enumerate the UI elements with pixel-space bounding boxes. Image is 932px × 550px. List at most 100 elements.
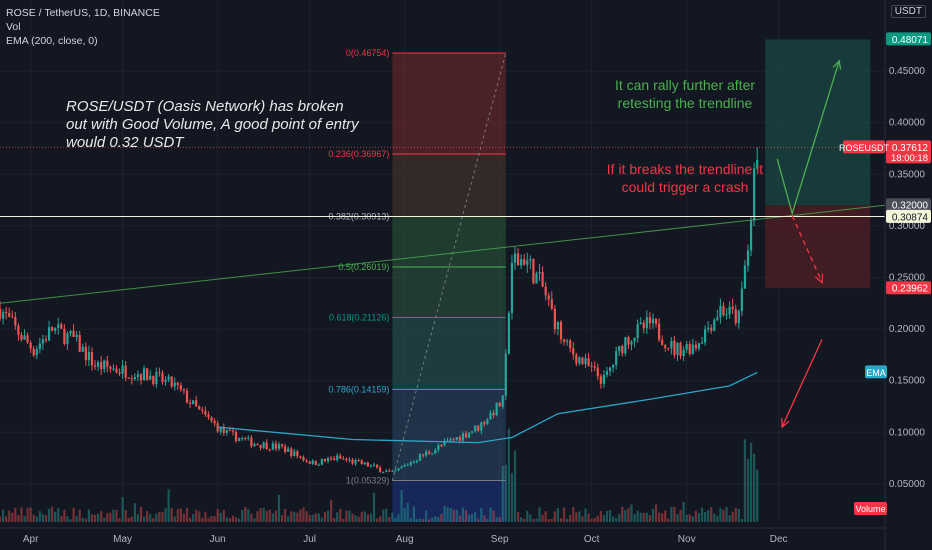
candle-body [51, 327, 54, 331]
volume-bar [513, 450, 517, 522]
candle-body [590, 365, 593, 367]
fib-zone [392, 266, 506, 318]
current-price-label: 0.37612 [892, 143, 929, 154]
volume-bar [195, 509, 198, 522]
price-tick-label: 0.05000 [889, 479, 926, 490]
volume-bar [382, 509, 385, 522]
price-tick-label: 0.35000 [889, 169, 926, 180]
candle-body [204, 410, 207, 415]
volume-bar [96, 513, 100, 522]
volume-bar [572, 507, 575, 522]
candle-body [664, 345, 667, 349]
volume-bar [406, 502, 409, 522]
candle-body [474, 425, 477, 432]
price-tick-label: 0.15000 [889, 376, 926, 387]
candle-body [538, 271, 541, 274]
candle-body [54, 328, 57, 331]
annotation-arrows [776, 59, 842, 429]
volume-bar [737, 508, 740, 522]
candle-body [283, 446, 287, 452]
candle-body [244, 438, 247, 440]
volume-bar [317, 513, 320, 522]
annotation-bearish[interactable]: If it breaks the trendline it could trig… [606, 161, 764, 195]
symbol-title[interactable]: ROSE / TetherUS, 1D, BINANCE [6, 7, 160, 19]
candle-body [47, 327, 51, 341]
candle-body [155, 372, 158, 384]
candle-body [415, 460, 419, 463]
volume-bar [618, 514, 621, 522]
volume-pointer-arrow [781, 339, 823, 428]
volume-bar [182, 513, 186, 522]
candle-body [69, 330, 72, 334]
entry-price-label-bg [886, 198, 931, 212]
volume-bar [437, 516, 440, 522]
candle-body [90, 352, 94, 366]
candle-body [241, 438, 244, 440]
volume-bar [581, 516, 584, 522]
candle-body [17, 325, 20, 335]
candle-body [124, 365, 127, 378]
volume-bar [716, 515, 719, 522]
volume-bar [664, 510, 667, 522]
candle-body [697, 343, 701, 349]
volume-bar [541, 514, 544, 522]
fib-trend-line [391, 52, 507, 481]
volume-bar [348, 510, 351, 522]
volume-bar [480, 508, 483, 522]
candle-body [198, 406, 201, 410]
volume-bar [133, 503, 136, 522]
volume-bar [670, 506, 673, 522]
volume-bar [535, 518, 538, 522]
volume-bar [440, 514, 443, 522]
volume-bar [418, 518, 422, 522]
candle-body [667, 348, 670, 350]
candle-body [228, 430, 232, 432]
fib-level-label: 0(0.46754) [346, 48, 390, 58]
volume-bar [329, 499, 333, 522]
currency-label[interactable]: USDT [890, 5, 926, 18]
candle-body [305, 460, 308, 462]
candlesticks [0, 147, 759, 474]
candle-body [464, 433, 468, 438]
candle-body [645, 317, 648, 329]
volume-legend[interactable]: Vol [6, 21, 21, 33]
candle-body [483, 422, 486, 425]
annotation-bullish[interactable]: It can rally further after retesting the… [614, 77, 756, 111]
volume-bar [559, 518, 563, 522]
ema-legend[interactable]: EMA (200, close, 0) [6, 35, 98, 47]
volume-bar [247, 509, 250, 522]
volume-bar [599, 510, 602, 522]
volume-bar [14, 507, 17, 522]
volume-bar [661, 513, 664, 522]
volume-bar [149, 513, 152, 522]
candle-body [357, 460, 360, 462]
volume-bar [283, 508, 287, 522]
volume-bar [621, 506, 624, 522]
candle-body [265, 442, 268, 450]
candle-body [492, 412, 495, 416]
volume-bar [339, 508, 342, 522]
volume-bar [504, 464, 507, 522]
volume-bar [170, 508, 173, 522]
ema-tag-label: EMA [866, 368, 886, 378]
volume-bar [161, 512, 164, 522]
candle-body [8, 313, 11, 317]
candle-body [29, 342, 32, 349]
candle-body [207, 414, 210, 418]
time-tick-label: Nov [678, 534, 696, 545]
candle-body [234, 431, 238, 442]
volume-bar [470, 513, 474, 522]
candle-body [486, 419, 489, 425]
annotation-main[interactable]: ROSE/USDT (Oasis Network) has broken out… [66, 98, 359, 151]
volume-bar [428, 519, 431, 522]
volume-bar [740, 518, 743, 522]
candle-body [740, 288, 743, 312]
candle-body [351, 459, 354, 464]
candle-body [556, 321, 560, 330]
candle-body [5, 311, 8, 314]
candle-body [670, 340, 673, 349]
volume-bar [66, 516, 69, 522]
candle-body [618, 346, 621, 352]
